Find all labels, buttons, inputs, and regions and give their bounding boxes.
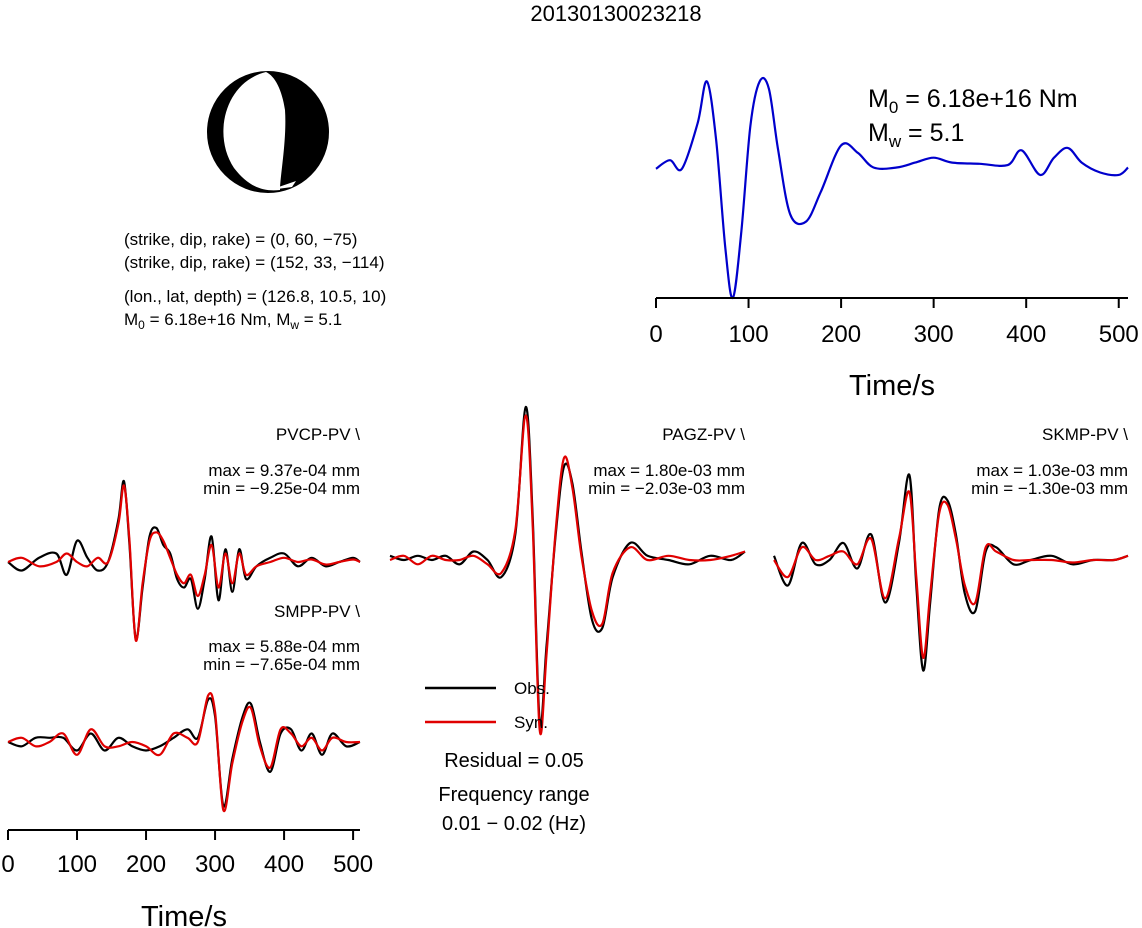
frequency-range-label: Frequency range xyxy=(438,784,589,806)
stf-axis-tick-label: 100 xyxy=(729,321,769,348)
station-min-label: min = −7.65e-04 mm xyxy=(203,655,360,674)
frequency-range-value: 0.01 − 0.02 (Hz) xyxy=(442,813,586,835)
figure-title: 20130130023218 xyxy=(530,1,701,26)
wave-axis-tick-label: 0 xyxy=(1,851,14,878)
wave-smpp-pv-syn-trace xyxy=(7,692,361,813)
station-name: PVCP-PV \ xyxy=(276,425,360,444)
wave-axis-tick-label: 300 xyxy=(195,851,235,878)
station-max-label: max = 1.03e-03 mm xyxy=(976,461,1128,480)
focal-line-1: (strike, dip, rake) = (0, 60, −75) xyxy=(124,230,357,249)
focal-line-3: (lon., lat, depth) = (126.8, 10.5, 10) xyxy=(124,287,386,306)
stf-axis-tick-label: 200 xyxy=(821,321,861,348)
focal-line-2: (strike, dip, rake) = (152, 33, −114) xyxy=(124,253,384,272)
legend-obs-label: Obs. xyxy=(514,679,550,698)
beachball-white-sliver xyxy=(270,181,296,190)
stf-axis-tick-label: 0 xyxy=(649,321,662,348)
wave-pvcp-pv-obs-trace xyxy=(7,480,361,641)
stf-m0-label: M0 = 6.18e+16 Nm xyxy=(868,85,1078,117)
station-name: PAGZ-PV \ xyxy=(662,425,745,444)
wave-axis-tick-label: 400 xyxy=(264,851,304,878)
wave-pagz-pv-obs-trace xyxy=(389,405,746,727)
station-max-label: max = 1.80e-03 mm xyxy=(593,461,745,480)
stf-axis-tick-label: 500 xyxy=(1099,321,1139,348)
station-max-label: max = 9.37e-04 mm xyxy=(208,461,360,480)
station-min-label: min = −9.25e-04 mm xyxy=(203,479,360,498)
station-name: SMPP-PV \ xyxy=(274,602,360,621)
beachball xyxy=(207,71,329,193)
focal-info: (strike, dip, rake) = (0, 60, −75) (stri… xyxy=(124,230,386,332)
wave-skmp-pv-obs-trace xyxy=(772,473,1129,672)
waveform-xlabel: Time/s xyxy=(141,901,227,928)
wave-axis-tick-label: 100 xyxy=(57,851,97,878)
stf-xlabel: Time/s xyxy=(849,370,935,402)
wave-pagz-pv-syn-trace xyxy=(389,414,746,735)
station-min-label: min = −1.30e-03 mm xyxy=(971,479,1128,498)
stf-line xyxy=(655,76,1129,300)
wave-axis-tick-label: 500 xyxy=(333,851,373,878)
waveform-x-axis: 0 100 200 300 400 500 xyxy=(1,829,373,878)
station-name: SKMP-PV \ xyxy=(1042,425,1128,444)
stf-axis-tick-label: 300 xyxy=(914,321,954,348)
wave-pvcp-pv-syn-trace xyxy=(7,484,361,642)
wave-smpp-pv-obs-trace xyxy=(7,697,361,808)
residual-text: Residual = 0.05 xyxy=(444,750,584,772)
station-max-label: max = 5.88e-04 mm xyxy=(208,637,360,656)
legend: Obs. Syn. Residual = 0.05 Frequency rang… xyxy=(425,679,590,835)
station-min-label: min = −2.03e-03 mm xyxy=(588,479,745,498)
focal-line-4: M0 = 6.18e+16 Nm, Mw = 5.1 xyxy=(124,310,342,332)
stf-axis-tick-label: 400 xyxy=(1006,321,1046,348)
stf-x-axis: 0 100 200 300 400 500 xyxy=(649,297,1139,348)
wave-axis-tick-label: 200 xyxy=(126,851,166,878)
stf-mw-label: Mw = 5.1 xyxy=(868,119,964,151)
beachball-white-lobe xyxy=(223,72,286,191)
legend-syn-label: Syn. xyxy=(514,713,548,732)
stf-panel: M0 = 6.18e+16 Nm Mw = 5.1 0 100 200 300 400 5… xyxy=(649,76,1139,402)
wave-skmp-pv-syn-trace xyxy=(773,490,1129,659)
